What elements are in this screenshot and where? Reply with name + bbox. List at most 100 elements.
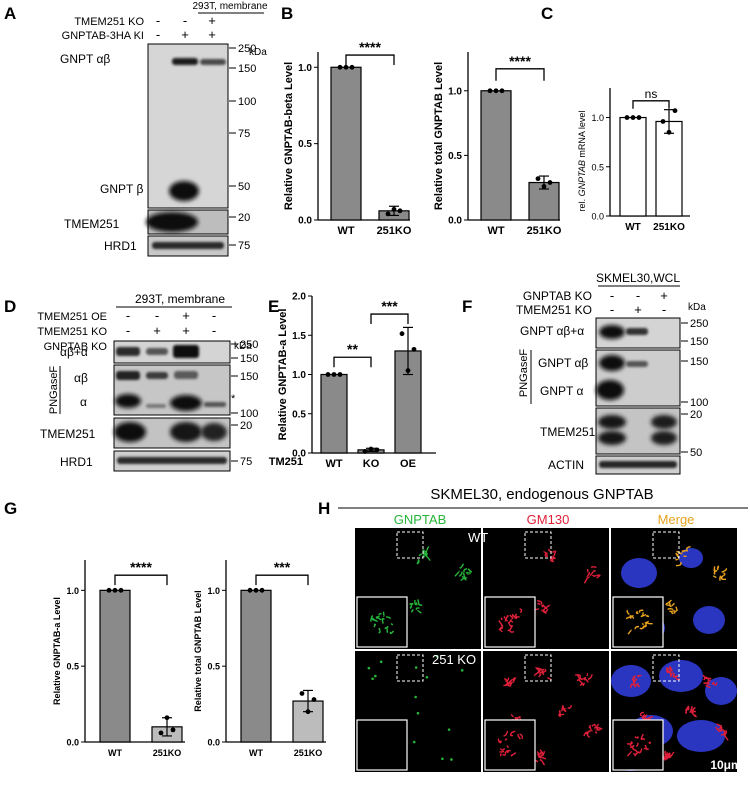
x-tick-label: WT bbox=[625, 222, 641, 233]
significance-bracket bbox=[345, 54, 395, 66]
bar bbox=[619, 116, 647, 217]
golgi-signal bbox=[426, 546, 430, 551]
golgi-signal bbox=[505, 750, 509, 754]
data-point bbox=[624, 115, 630, 120]
puncta bbox=[450, 758, 453, 761]
golgi-signal bbox=[417, 559, 420, 564]
golgi-signal bbox=[626, 609, 630, 616]
inset-box bbox=[356, 596, 408, 648]
golgi-signal bbox=[540, 609, 546, 613]
y-axis-label: Relative total GNPTAB Level bbox=[433, 62, 445, 210]
f-mw-ladder: 250 150 150 100 20 50 bbox=[681, 318, 708, 459]
svg-text:20: 20 bbox=[240, 420, 252, 432]
panel-label-c: C bbox=[541, 4, 553, 23]
golgi-signal bbox=[508, 679, 513, 684]
golgi-signal bbox=[639, 624, 646, 630]
golgi-signal bbox=[668, 601, 672, 608]
golgi-signal bbox=[641, 737, 646, 741]
x-tick-label: WT bbox=[108, 748, 122, 758]
h-scale-bar: 10μm bbox=[710, 758, 741, 772]
golgi-signal bbox=[507, 681, 511, 687]
data-point bbox=[385, 211, 391, 217]
y-axis-label: Relative GNPTAB-a Level bbox=[52, 597, 62, 705]
golgi-signal bbox=[415, 607, 420, 610]
golgi-signal bbox=[672, 674, 679, 678]
f-blot-tmem251 bbox=[595, 407, 681, 455]
h-col-gm130: GM130 bbox=[527, 512, 570, 527]
golgi-signal bbox=[593, 723, 600, 729]
d-band-label-tmem251: TMEM251 bbox=[40, 427, 96, 441]
f-marks-mark: - bbox=[636, 288, 640, 303]
golgi-signal bbox=[542, 604, 548, 610]
golgi-signal bbox=[506, 745, 509, 748]
data-point bbox=[349, 64, 355, 70]
golgi-signal bbox=[666, 667, 669, 672]
golgi-signal bbox=[538, 672, 542, 678]
golgi-signal bbox=[719, 575, 724, 579]
golgi-signal bbox=[685, 709, 688, 714]
bar bbox=[320, 373, 348, 454]
golgi-signal bbox=[370, 617, 373, 622]
golgi-signal bbox=[667, 670, 671, 674]
golgi-signal bbox=[422, 551, 428, 556]
golgi-signal bbox=[715, 726, 721, 733]
golgi-signal bbox=[720, 724, 724, 731]
y-tick-label: 0.5 bbox=[448, 151, 462, 162]
golgi-signal bbox=[672, 672, 676, 676]
data-point bbox=[636, 115, 642, 120]
d-marks-mark: - bbox=[126, 308, 130, 323]
golgi-signal bbox=[454, 570, 460, 577]
svg-text:50: 50 bbox=[690, 447, 702, 459]
d-marks-mark: + bbox=[182, 308, 190, 323]
golgi-signal bbox=[591, 574, 597, 577]
golgi-signal bbox=[537, 754, 542, 759]
a-band-label-hrd1: HRD1 bbox=[104, 239, 137, 253]
data-point bbox=[399, 331, 405, 337]
data-point bbox=[311, 697, 317, 702]
golgi-signal bbox=[511, 677, 517, 684]
svg-text:150: 150 bbox=[240, 353, 258, 365]
panel-label-a: A bbox=[4, 4, 16, 23]
f-band-label-ab-a: GNPT αβ+α bbox=[520, 324, 584, 338]
golgi-signal bbox=[504, 615, 509, 622]
h-col-gnptab: GNPTAB bbox=[394, 512, 447, 527]
x-tick-label: WT bbox=[325, 458, 342, 470]
panel-label-g: G bbox=[4, 499, 17, 518]
golgi-signal bbox=[625, 615, 633, 620]
golgi-signal bbox=[539, 668, 547, 674]
c-ylabel: rel. GNPTAB mRNA level bbox=[577, 111, 587, 212]
golgi-signal bbox=[643, 747, 649, 751]
data-point bbox=[374, 447, 380, 453]
a-marks-mark: - bbox=[156, 27, 160, 42]
golgi-signal bbox=[637, 685, 640, 688]
d-marks-mark: - bbox=[212, 308, 216, 323]
y-tick-label: 1.5 bbox=[292, 331, 306, 342]
inset-box bbox=[612, 596, 664, 648]
d-band-label-ab-a: αβ+α bbox=[60, 345, 88, 359]
golgi-signal bbox=[410, 602, 414, 606]
f-marks-mark: - bbox=[610, 302, 614, 317]
roi-box bbox=[396, 531, 424, 559]
chart-b-total: 0.0 0.5 1.0 WT 251KO **** Relative total GNPTA… bbox=[433, 52, 562, 237]
golgi-signal bbox=[416, 610, 422, 614]
data-point bbox=[164, 715, 170, 721]
h-col-merge: Merge bbox=[658, 512, 695, 527]
golgi-signal bbox=[424, 554, 431, 561]
golgi-signal bbox=[637, 674, 642, 678]
golgi-signal bbox=[666, 599, 672, 605]
svg-text:50: 50 bbox=[238, 181, 250, 193]
golgi-signal bbox=[499, 750, 505, 753]
f-marks-mark: + bbox=[634, 302, 642, 317]
golgi-signal bbox=[507, 621, 513, 627]
golgi-signal bbox=[646, 620, 653, 625]
data-point bbox=[397, 208, 403, 214]
golgi-signal bbox=[459, 563, 465, 569]
d-band-label-a: α bbox=[80, 395, 87, 409]
golgi-signal bbox=[591, 723, 596, 727]
golgi-signal bbox=[632, 681, 635, 686]
golgi-signal bbox=[539, 749, 544, 755]
y-tick-label: 1.0 bbox=[591, 113, 604, 123]
y-tick-label: 0.0 bbox=[292, 449, 306, 460]
golgi-signal bbox=[590, 566, 597, 569]
